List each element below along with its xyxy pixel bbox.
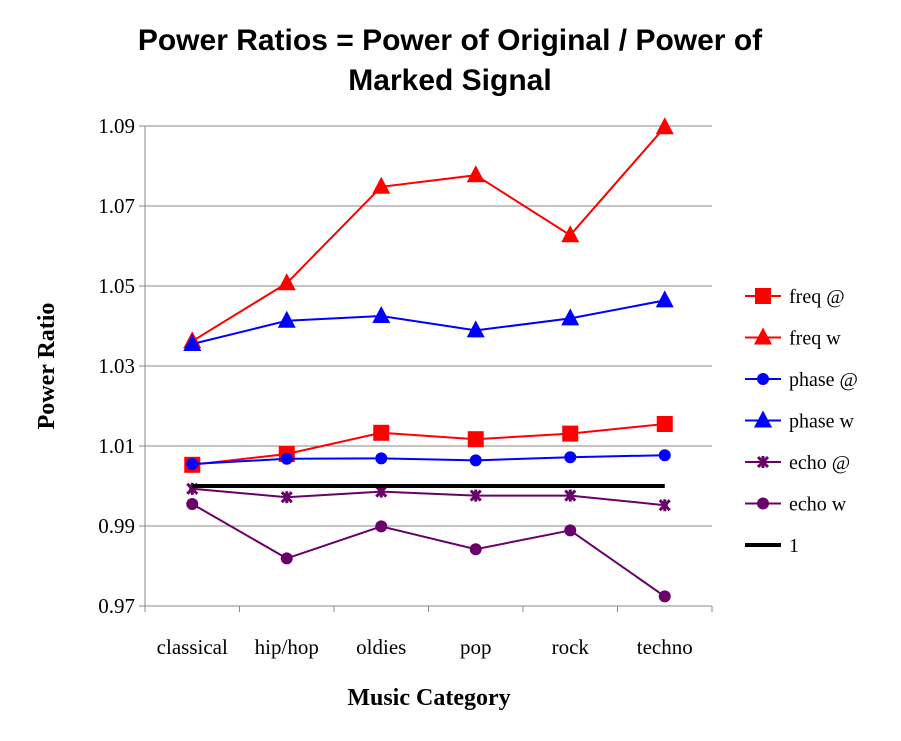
data-point-star xyxy=(375,485,388,498)
y-tick-label: 1.09 xyxy=(98,114,135,138)
data-point-circle xyxy=(564,524,577,537)
data-point-square xyxy=(373,424,390,441)
series-1 xyxy=(183,117,674,349)
data-point-square xyxy=(656,416,673,432)
legend-item: freq @ xyxy=(745,286,845,308)
data-point-circle xyxy=(469,454,482,467)
data-point-triangle xyxy=(372,176,391,194)
legend-label: freq @ xyxy=(789,286,845,308)
data-point-square xyxy=(562,425,579,442)
data-point-circle xyxy=(658,449,671,462)
data-point-triangle xyxy=(561,225,580,243)
legend-label: echo @ xyxy=(789,452,850,474)
x-tick-label: classical xyxy=(157,635,228,659)
data-point-triangle xyxy=(183,334,202,351)
data-point-triangle xyxy=(466,165,485,183)
data-point-triangle xyxy=(655,290,674,308)
star-core xyxy=(472,492,479,499)
legend-item: 1 xyxy=(745,535,799,557)
y-tick-label: 1.05 xyxy=(98,274,135,298)
data-point-triangle xyxy=(561,308,580,326)
star-core xyxy=(283,494,290,501)
star-core xyxy=(567,492,574,499)
series-line xyxy=(192,423,665,466)
star-core xyxy=(661,502,668,509)
star-core xyxy=(760,459,766,465)
legend-label: phase @ xyxy=(789,369,858,391)
data-point-circle xyxy=(186,458,199,470)
chart-title-line-1: Power Ratios = Power of Original / Power… xyxy=(138,24,763,57)
series-4 xyxy=(186,482,671,512)
legend-label: freq w xyxy=(789,328,841,350)
x-tick-label: oldies xyxy=(356,635,406,659)
legend-item: echo @ xyxy=(745,452,850,474)
star-core xyxy=(378,488,385,495)
data-point-circle xyxy=(375,520,388,533)
series-line xyxy=(192,487,665,507)
x-tick-label: techno xyxy=(637,635,693,659)
series-3 xyxy=(183,290,674,351)
data-point-circle xyxy=(280,452,293,465)
data-point-circle xyxy=(757,497,769,510)
y-tick-label: 1.07 xyxy=(98,194,135,218)
star-core xyxy=(189,485,196,492)
data-point-circle xyxy=(757,373,769,385)
data-point-circle xyxy=(469,543,482,556)
data-point-triangle xyxy=(466,320,485,338)
data-point-circle xyxy=(280,552,293,565)
data-point-star xyxy=(756,455,770,469)
data-point-star xyxy=(280,491,293,504)
gridlines xyxy=(145,125,712,527)
series-lines xyxy=(183,117,674,603)
legend-label: echo w xyxy=(789,494,847,516)
x-tick-label: pop xyxy=(460,635,492,659)
series-line xyxy=(192,299,665,345)
data-point-triangle xyxy=(754,410,772,428)
data-point-circle xyxy=(658,590,671,603)
data-point-star xyxy=(469,489,482,502)
y-tick-label: 0.97 xyxy=(98,594,135,618)
data-point-circle xyxy=(186,498,199,510)
data-point-square xyxy=(755,288,771,304)
data-point-triangle xyxy=(372,306,391,323)
axes: 0.97 0.99 1.01 1.03 1.05 1.07 1.09 classical hip… xyxy=(98,114,713,659)
data-point-star xyxy=(658,499,671,512)
data-point-circle xyxy=(564,451,577,464)
legend-item: phase @ xyxy=(745,369,858,391)
x-tick-label: rock xyxy=(552,635,590,659)
legend-item: freq w xyxy=(745,327,841,350)
series-line xyxy=(191,126,666,343)
x-tick-label: hip/hop xyxy=(255,635,319,659)
series-line xyxy=(191,503,666,598)
legend-label: phase w xyxy=(789,411,855,433)
x-axis-title: Music Category xyxy=(347,685,510,711)
data-point-triangle xyxy=(655,117,674,135)
legend-item: phase w xyxy=(745,410,855,433)
y-tick-label: 1.03 xyxy=(98,354,135,378)
data-point-star xyxy=(564,489,577,502)
data-point-triangle xyxy=(277,273,296,291)
series-5 xyxy=(186,498,671,603)
data-point-circle xyxy=(375,452,388,465)
series-line xyxy=(192,454,665,465)
legend: freq @ freq w phase @ phase w echo @ echo w 1 xyxy=(745,286,858,557)
y-tick-label: 0.99 xyxy=(98,514,135,538)
y-tick-label: 1.01 xyxy=(98,434,135,458)
legend-item: echo w xyxy=(745,494,847,516)
series-0 xyxy=(184,416,673,473)
data-point-triangle xyxy=(277,310,296,328)
y-axis-title: Power Ratio xyxy=(34,303,60,430)
data-point-square xyxy=(467,431,484,448)
legend-label: 1 xyxy=(789,535,799,557)
chart-title-line-2: Marked Signal xyxy=(348,64,551,97)
series-2 xyxy=(186,449,671,470)
data-point-triangle xyxy=(754,327,772,345)
